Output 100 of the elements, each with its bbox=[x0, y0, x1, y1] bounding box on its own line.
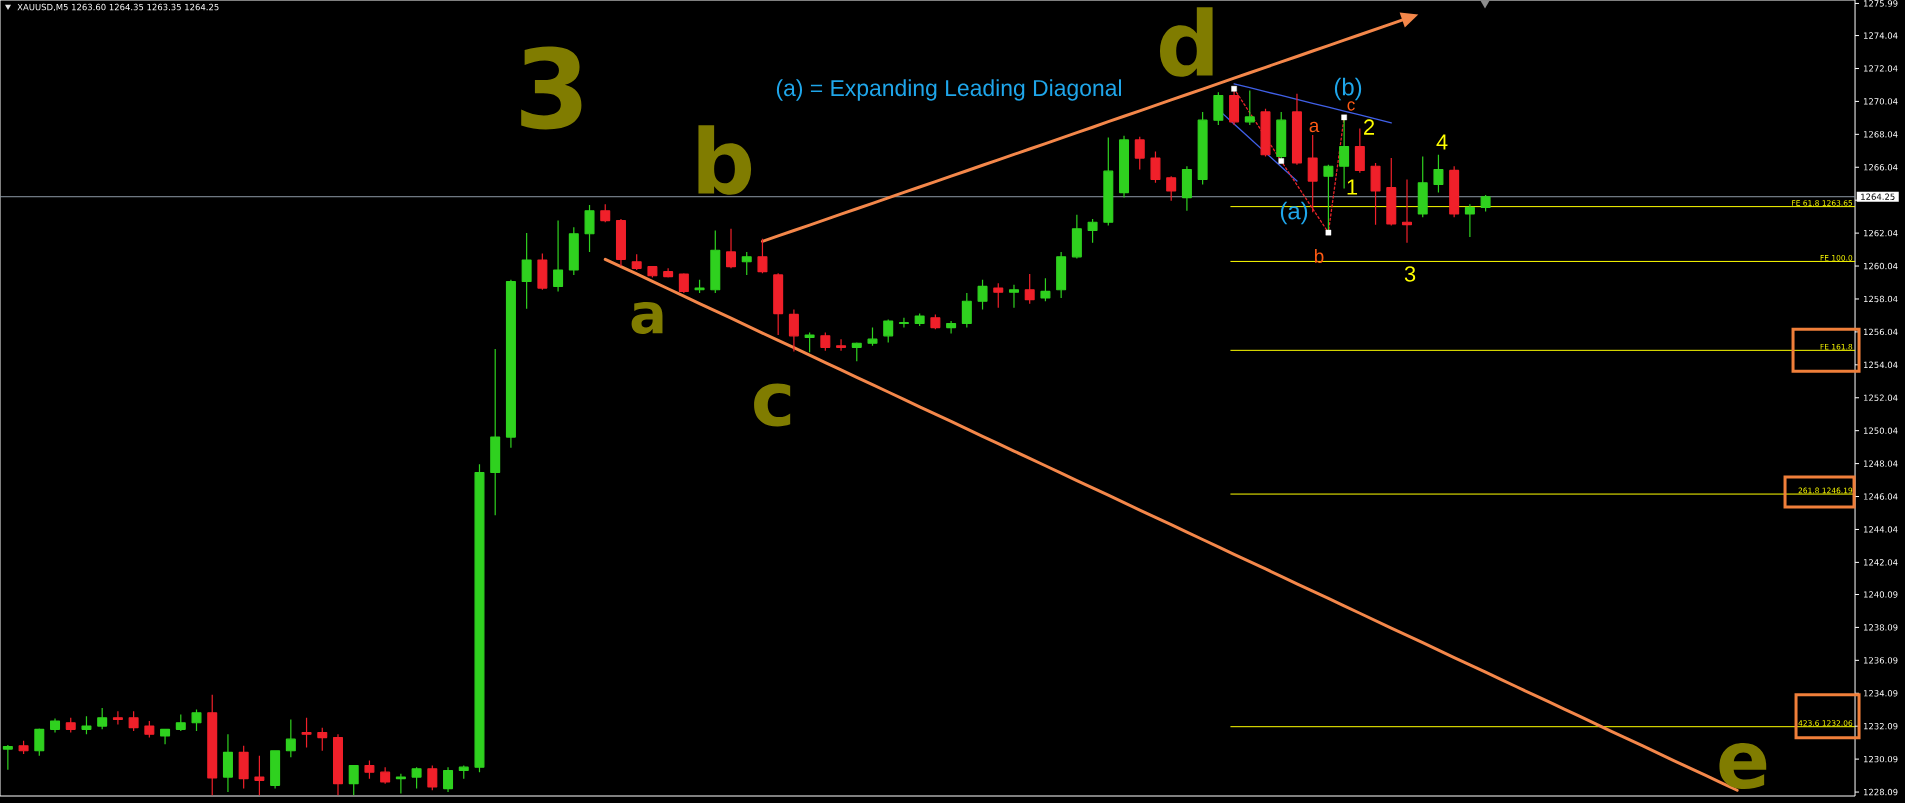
candlestick bbox=[678, 272, 689, 294]
candlestick bbox=[946, 320, 957, 334]
candlestick bbox=[458, 764, 469, 780]
candlestick bbox=[1291, 93, 1302, 166]
candlestick bbox=[317, 727, 328, 752]
y-tick-label: 1234.09 bbox=[1864, 690, 1898, 697]
candlestick bbox=[270, 750, 281, 790]
y-tick-label: 1254.04 bbox=[1864, 361, 1898, 369]
candlestick bbox=[380, 766, 391, 785]
y-tick-label: 1274.04 bbox=[1864, 32, 1898, 39]
candlestick bbox=[1260, 108, 1271, 157]
candlestick bbox=[332, 733, 343, 796]
candlestick bbox=[710, 229, 721, 294]
annotation: c bbox=[1347, 101, 1355, 111]
candlestick bbox=[97, 707, 108, 730]
candlestick bbox=[647, 265, 658, 278]
candlestick bbox=[1166, 175, 1177, 202]
candlestick bbox=[301, 717, 312, 749]
candlestick bbox=[600, 203, 611, 223]
candlestick bbox=[364, 760, 375, 780]
candlestick bbox=[1103, 136, 1114, 227]
candlestick bbox=[112, 710, 123, 725]
point bbox=[1325, 229, 1332, 236]
y-tick-label: 1258.04 bbox=[1864, 295, 1898, 303]
candlestick bbox=[254, 755, 265, 796]
candlestick bbox=[741, 251, 752, 276]
candlestick bbox=[1464, 203, 1475, 238]
y-tick-label: 1238.09 bbox=[1864, 624, 1898, 631]
candlestick bbox=[1008, 284, 1019, 309]
candlestick bbox=[160, 728, 171, 745]
candlestick bbox=[128, 710, 139, 732]
annotation: 1 bbox=[1347, 179, 1358, 195]
annotation: (b) bbox=[1334, 77, 1362, 101]
annotation: (a) bbox=[1280, 201, 1308, 225]
point bbox=[1231, 85, 1237, 92]
candlestick bbox=[930, 313, 941, 330]
candlestick bbox=[851, 341, 862, 362]
candlestick bbox=[584, 204, 595, 253]
candlestick bbox=[521, 232, 532, 310]
annotation: c bbox=[754, 383, 791, 427]
candlestick bbox=[1386, 157, 1397, 227]
candlestick bbox=[65, 717, 76, 734]
candlestick bbox=[993, 282, 1004, 309]
annotation: b bbox=[1314, 249, 1324, 263]
candlestick bbox=[615, 218, 626, 267]
candlestick bbox=[537, 252, 548, 291]
candlestick bbox=[1071, 214, 1082, 260]
annotation: d bbox=[1159, 7, 1213, 77]
candlestick bbox=[1134, 136, 1145, 171]
candlestick bbox=[191, 708, 202, 732]
candlestick bbox=[1213, 91, 1224, 126]
candlestick bbox=[1087, 218, 1098, 244]
candlestick bbox=[1402, 178, 1412, 244]
candlestick bbox=[427, 764, 438, 791]
y-tick-label: 1256.04 bbox=[1864, 328, 1898, 336]
candlestick bbox=[1370, 162, 1381, 226]
y-tick-label: 1240.09 bbox=[1864, 591, 1898, 598]
candlestick bbox=[348, 764, 359, 796]
candlestick bbox=[238, 745, 249, 790]
candlestick bbox=[1040, 277, 1051, 302]
candlestick bbox=[34, 727, 45, 757]
candlestick bbox=[1323, 164, 1334, 234]
annotation: e bbox=[1719, 743, 1767, 789]
y-tick-label: 1266.04 bbox=[1864, 164, 1898, 171]
candlestick bbox=[804, 331, 815, 353]
candlestick bbox=[1417, 155, 1428, 218]
y-tick-label: 1270.04 bbox=[1864, 98, 1898, 105]
y-tick-label: 1236.09 bbox=[1864, 657, 1898, 664]
candlestick bbox=[207, 694, 218, 796]
annotation: 3 bbox=[521, 46, 582, 130]
candlestick bbox=[443, 766, 454, 793]
candlestick bbox=[961, 292, 972, 329]
y-tick-label: 1242.04 bbox=[1864, 559, 1898, 566]
candlestick bbox=[18, 740, 29, 755]
y-tick-label: 1252.04 bbox=[1864, 394, 1898, 401]
annotation: 2 bbox=[1364, 119, 1375, 135]
candlestick bbox=[144, 720, 155, 739]
y-tick-label: 1230.09 bbox=[1864, 755, 1898, 763]
ref-line-label: 1264.25 bbox=[1861, 193, 1895, 200]
candlestick bbox=[1480, 194, 1491, 213]
chart-title: XAUUSD,M5 1263.60 1264.35 1263.35 1264.25 bbox=[17, 3, 219, 12]
y-tick-label: 1248.04 bbox=[1864, 460, 1898, 467]
y-tick-label: 1262.04 bbox=[1864, 229, 1898, 237]
candlestick bbox=[757, 238, 768, 274]
candlestick bbox=[883, 318, 894, 344]
candlestick bbox=[1197, 111, 1208, 185]
candlestick bbox=[898, 317, 909, 329]
y-tick-label: 1272.04 bbox=[1864, 65, 1898, 72]
candlestick bbox=[1119, 135, 1130, 199]
candlestick bbox=[773, 272, 784, 336]
candlestick bbox=[411, 766, 422, 790]
y-tick-label: 1275.99 bbox=[1864, 0, 1898, 7]
candlestick bbox=[568, 226, 579, 276]
candlestick bbox=[553, 220, 564, 292]
candlestick bbox=[474, 463, 485, 773]
candlestick bbox=[977, 279, 988, 311]
y-tick-label: 1250.04 bbox=[1864, 427, 1898, 434]
candlestick bbox=[222, 733, 233, 793]
candlestick bbox=[175, 713, 186, 732]
point bbox=[1341, 114, 1347, 121]
